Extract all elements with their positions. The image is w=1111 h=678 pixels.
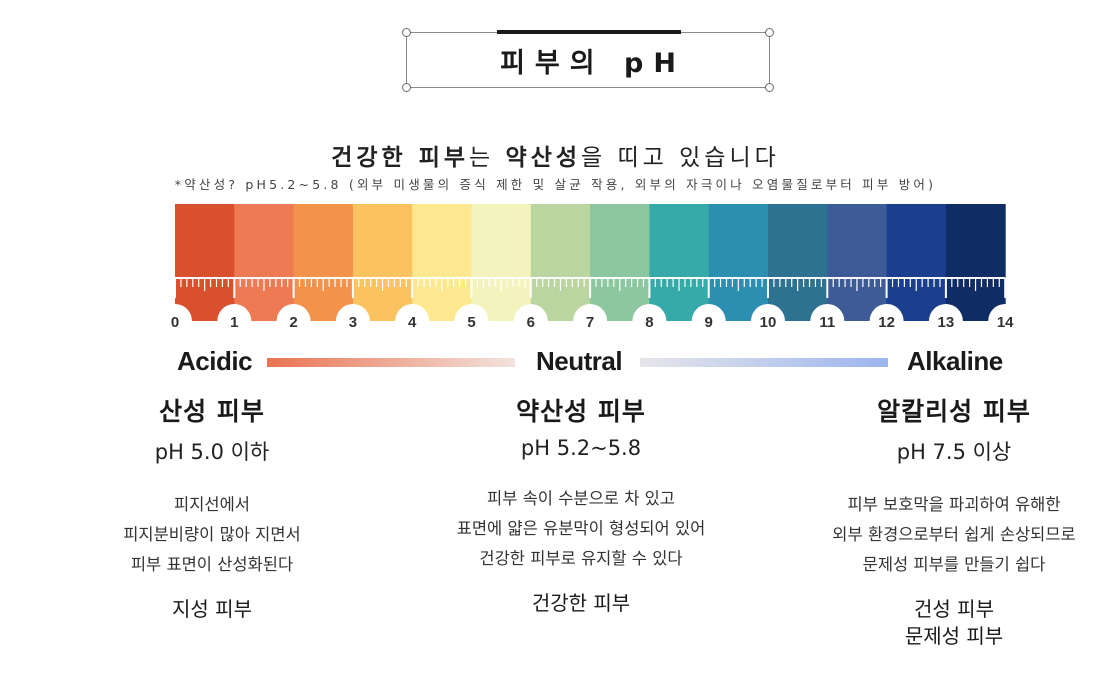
ph-band — [708, 204, 769, 321]
tick-label: 8 — [645, 314, 653, 331]
tick-marker — [869, 304, 904, 338]
headline-part-1: 건강한 피부 — [331, 145, 470, 171]
ph-band — [886, 204, 947, 321]
tick-label: 1 — [230, 314, 238, 331]
description-line: 외부 환경으로부터 쉽게 손상되므로 — [832, 525, 1076, 544]
tick-label: 2 — [289, 314, 297, 331]
tick-marker — [810, 304, 845, 338]
skin-type-line: 건성 피부 — [914, 597, 994, 621]
column-description: 피지선에서 피지분비량이 많아 지면서 피부 표면이 산성화된다 — [42, 490, 382, 580]
skin-type-line: 문제성 피부 — [904, 624, 1004, 648]
column-title: 약산성 피부 — [516, 397, 646, 426]
title-box: 피부의 pH — [402, 28, 774, 92]
tick-marker — [160, 304, 192, 338]
headline: 건강한 피부는 약산성을 띠고 있습니다 — [0, 138, 1111, 172]
tick-label: 6 — [527, 314, 535, 331]
tick-marker — [217, 304, 252, 338]
title-accent-bar — [497, 30, 681, 34]
tick-marker — [454, 304, 489, 338]
description-line: 피지분비량이 많아 지면서 — [123, 525, 301, 544]
column-range: pH 7.5 이상 — [896, 440, 1012, 464]
tick-label: 12 — [878, 314, 895, 331]
skin-type-line: 지성 피부 — [172, 597, 252, 621]
ph-band — [412, 204, 472, 321]
ph-band — [175, 204, 235, 321]
tick-label: 4 — [408, 314, 417, 331]
ph-band — [352, 204, 413, 321]
ph-band — [768, 204, 828, 321]
tick-label: 7 — [586, 314, 594, 331]
description-line: 문제성 피부를 만들기 쉽다 — [862, 555, 1046, 574]
headline-part-2: 는 — [469, 145, 506, 171]
tick-marker — [751, 304, 785, 338]
ph-band — [649, 204, 710, 321]
tick-marker — [988, 304, 1020, 338]
skin-type-line: 건강한 피부 — [531, 591, 631, 615]
alkaline-gradient-bar — [640, 358, 888, 367]
headline-part-4: 을 띠고 있습니다 — [581, 145, 780, 171]
tick-marker — [395, 304, 430, 338]
description-line: 피지선에서 — [174, 495, 250, 514]
column-title: 산성 피부 — [159, 397, 265, 426]
ph-band — [293, 204, 354, 321]
corner-handle-bottom-right — [765, 83, 774, 92]
ph-band — [590, 204, 650, 321]
tick-label: 10 — [760, 314, 777, 331]
ph-band — [471, 204, 532, 321]
tick-marker — [513, 304, 548, 338]
tick-marker — [691, 304, 726, 338]
ph-scale-chart: 0 1 2 3 4 5 6 7 8 9 10 11 12 13 14 — [160, 204, 1020, 338]
tick-label: 14 — [997, 314, 1014, 331]
skin-type: 건성 피부 문제성 피부 — [784, 596, 1111, 650]
page-title: 피부의 pH — [500, 47, 686, 79]
tick-marker — [632, 304, 667, 338]
column-range: pH 5.0 이하 — [154, 440, 270, 464]
ph-band — [234, 204, 295, 321]
ph-band — [827, 204, 888, 321]
tick-marker — [276, 304, 311, 338]
description-line: 표면에 얇은 유분막이 형성되어 있어 — [456, 519, 706, 538]
corner-handle-top-right — [765, 28, 774, 37]
acidic-gradient-bar — [267, 358, 515, 367]
corner-handle-top-left — [402, 28, 411, 37]
description-line: 피부 속이 수분으로 차 있고 — [487, 489, 675, 508]
tick-marker — [573, 304, 608, 338]
neutral-label: Neutral — [536, 346, 623, 376]
headline-part-3: 약산성 — [505, 145, 582, 171]
tick-label: 9 — [705, 314, 713, 331]
corner-handle-bottom-left — [402, 83, 411, 92]
acidic-label: Acidic — [177, 346, 253, 376]
tick-label: 0 — [171, 314, 179, 331]
tick-marker — [335, 304, 370, 338]
description-line: 피부 표면이 산성화된다 — [130, 555, 294, 574]
description-line: 건강한 피부로 유지할 수 있다 — [479, 549, 683, 568]
column-weak-acidic-skin: 약산성 피부 pH 5.2~5.8 피부 속이 수분으로 차 있고 표면에 얇은… — [411, 392, 751, 617]
spectrum-row: Acidic Neutral Alkaline — [0, 346, 1111, 380]
ph-band — [945, 204, 1006, 321]
ph-band — [530, 204, 591, 321]
description-line: 피부 보호막을 파괴하여 유해한 — [847, 495, 1061, 514]
tick-label: 13 — [938, 314, 955, 331]
skin-type: 건강한 피부 — [411, 590, 751, 617]
column-title: 알칼리성 피부 — [877, 397, 1031, 426]
column-range: pH 5.2~5.8 — [520, 436, 642, 460]
footnote: *약산성? pH5.2~5.8 (외부 미생물의 증식 제한 및 살균 작용, … — [174, 177, 937, 192]
tick-label: 11 — [819, 314, 835, 331]
alkaline-label: Alkaline — [907, 346, 1003, 376]
tick-label: 5 — [467, 314, 475, 331]
skin-type: 지성 피부 — [42, 596, 382, 623]
tick-label: 3 — [349, 314, 357, 331]
column-description: 피부 속이 수분으로 차 있고 표면에 얇은 유분막이 형성되어 있어 건강한 … — [411, 484, 751, 574]
column-description: 피부 보호막을 파괴하여 유해한 외부 환경으로부터 쉽게 손상되므로 문제성 … — [784, 490, 1111, 580]
column-alkaline-skin: 알칼리성 피부 pH 7.5 이상 피부 보호막을 파괴하여 유해한 외부 환경… — [784, 392, 1111, 650]
tick-marker — [928, 304, 963, 338]
column-acidic-skin: 산성 피부 pH 5.0 이하 피지선에서 피지분비량이 많아 지면서 피부 표… — [42, 392, 382, 623]
